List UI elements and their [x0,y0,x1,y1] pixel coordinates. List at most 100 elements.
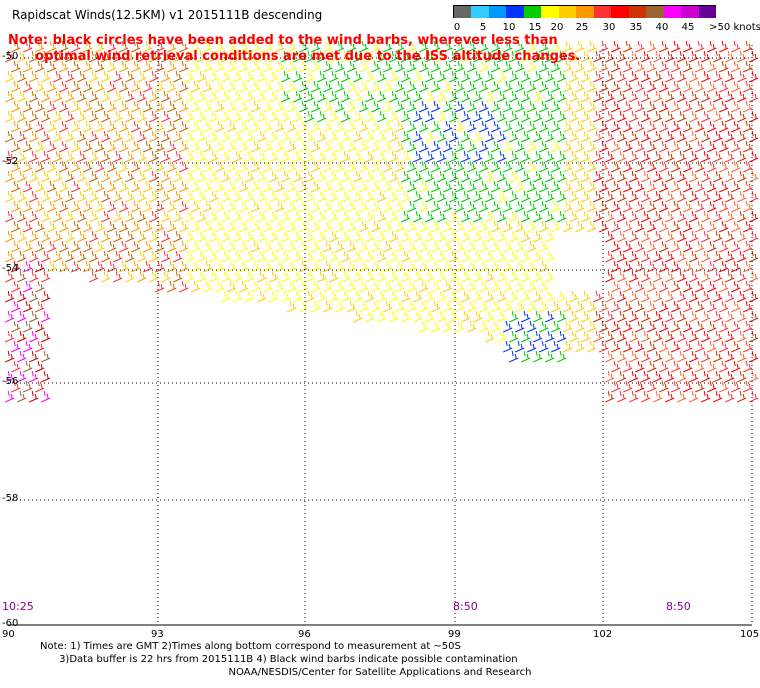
wind-barb [118,200,129,213]
wind-barb [274,40,285,53]
wind-barb [202,60,213,73]
wind-barb [718,380,729,393]
wind-barb [730,40,741,53]
wind-barb [28,290,39,303]
wind-barb [286,140,297,153]
wind-barb [94,80,105,93]
wind-barb [52,170,63,183]
wind-barb [490,100,501,113]
wind-barb [688,350,699,363]
wind-barb [526,280,537,293]
wind-barb [226,100,237,113]
wind-barb [610,140,621,153]
wind-barb [82,40,93,53]
wind-barb [496,150,507,163]
wind-barb [670,180,681,193]
wind-barb [706,380,717,393]
wind-barb [394,240,405,253]
wind-barb [412,90,423,103]
wind-barb [382,160,393,173]
wind-barb [22,240,33,253]
wind-barb [490,200,501,213]
wind-barb [664,330,675,343]
wind-barb [604,290,615,303]
wind-barb [466,280,477,293]
wind-barb [718,160,729,173]
wind-barb [646,380,657,393]
wind-barb [220,130,231,143]
wind-barb [418,140,429,153]
wind-barb [418,260,429,273]
wind-barb [82,260,93,273]
wind-barb [682,180,693,193]
wind-barb [160,230,171,243]
wind-barb [34,340,45,353]
wind-barb [364,210,375,223]
wind-barb [706,300,717,313]
wind-barb [496,130,507,143]
wind-barb [268,150,279,163]
wind-barb [730,120,741,133]
wind-barb [538,220,549,233]
wind-barb [520,330,531,343]
wind-barb [484,290,495,303]
wind-barb [166,40,177,53]
wind-barb [448,110,459,123]
wind-barb [298,280,309,293]
wind-barb [250,240,261,253]
wind-barb [460,190,471,203]
wind-barb [580,310,591,323]
wind-barb [496,310,507,323]
wind-barb [586,160,597,173]
wind-barb [310,260,321,273]
time-label-middle: 8:50 [453,600,478,613]
colorbar-swatch [523,6,542,18]
wind-barb [196,130,207,143]
wind-barb [682,40,693,53]
wind-barb [616,390,627,403]
wind-barb [400,270,411,283]
wind-barb [10,180,21,193]
wind-barb [748,370,759,383]
wind-barb [352,70,363,83]
wind-barb [262,200,273,213]
wind-barb [94,160,105,173]
wind-barb [148,70,159,83]
wind-barb [670,320,681,333]
wind-barb [106,160,117,173]
wind-barb [346,220,357,233]
wind-barb [136,110,147,123]
wind-barb [502,60,513,73]
wind-barb [574,80,585,93]
wind-barb [22,180,33,193]
wind-barb [154,80,165,93]
wind-barb [268,210,279,223]
wind-barb [268,270,279,283]
wind-barb [700,330,711,343]
wind-barb [604,230,615,243]
wind-barb [94,180,105,193]
wind-barb [364,290,375,303]
wind-barb [346,100,357,113]
wind-barb [526,60,537,73]
wind-barb [448,230,459,243]
wind-barb [574,340,585,353]
wind-barb [196,230,207,243]
wind-barb [400,210,411,223]
wind-barb [238,100,249,113]
wind-barb [394,220,405,233]
wind-barb [382,40,393,53]
wind-barb [280,150,291,163]
wind-barb [364,270,375,283]
wind-barb [10,360,21,373]
wind-barb [148,90,159,103]
wind-barb [304,290,315,303]
wind-barb [52,70,63,83]
wind-barb [676,370,687,383]
wind-barb [490,300,501,313]
wind-barb [454,240,465,253]
wind-barb [382,240,393,253]
wind-barb [214,100,225,113]
wind-barb [442,120,453,133]
wind-barb [286,200,297,213]
